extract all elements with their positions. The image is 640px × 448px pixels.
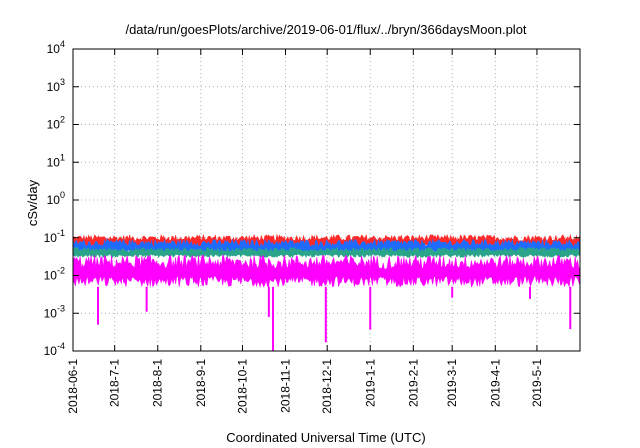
x-tick-label: 2018-10-1 (235, 359, 249, 414)
x-tick-label: 2019-5-1 (530, 359, 544, 407)
y-axis-label: cSv/day (25, 179, 40, 226)
y-tick-label: 10-3 (44, 303, 65, 320)
y-tick-label: 101 (47, 152, 65, 169)
x-tick-label: 2018-11-1 (279, 359, 293, 413)
x-axis-ticks: 2018-06-1 2018-7-1 2018-8-1 2018-9-1 2018-10… (66, 49, 544, 414)
x-tick-label: 2018-9-1 (194, 359, 208, 407)
chart-title: /data/run/goesPlots/archive/2019-06-01/f… (125, 22, 526, 37)
y-tick-label: 103 (47, 77, 65, 94)
x-tick-label: 2018-12-1 (320, 359, 334, 414)
x-tick-label: 2019-4-1 (488, 359, 502, 407)
y-tick-label: 100 (47, 190, 65, 207)
x-tick-label: 2019-1-1 (363, 359, 377, 407)
x-axis-label: Coordinated Universal Time (UTC) (226, 430, 425, 445)
y-tick-label: 10-4 (44, 341, 65, 358)
x-tick-label: 2018-7-1 (108, 359, 122, 407)
y-axis-ticks: 10-4 10-3 10-2 10-1 100 101 102 103 104 (44, 39, 580, 358)
y-tick-label: 102 (47, 115, 65, 132)
x-tick-label: 2019-3-1 (445, 359, 459, 407)
x-tick-label: 2018-8-1 (151, 359, 165, 407)
y-tick-label: 10-2 (44, 266, 65, 283)
x-tick-label: 2018-06-1 (66, 359, 80, 414)
data-series (72, 233, 581, 351)
data-series-band (72, 254, 581, 288)
x-tick-label: 2019-2-1 (406, 359, 420, 407)
y-tick-label: 10-1 (44, 228, 65, 245)
y-tick-label: 104 (47, 39, 65, 56)
